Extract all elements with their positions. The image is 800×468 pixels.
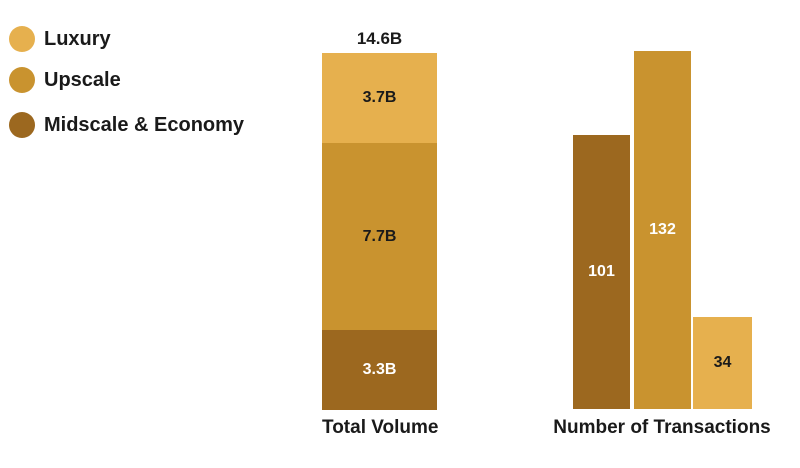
stacked-bar-total-label: 14.6B bbox=[356, 29, 403, 48]
segment-midscale-economy-value-label: 3.3B bbox=[362, 361, 397, 378]
total-volume-axis-label: Total Volume bbox=[322, 417, 439, 438]
legend-label-luxury: Luxury bbox=[44, 27, 111, 50]
luxury-swatch-icon bbox=[9, 26, 35, 52]
transactions-chart-plot: 101 132 34 bbox=[573, 51, 753, 409]
bar-upscale-value-label: 132 bbox=[649, 221, 676, 238]
bar-midscale-economy-value-label: 101 bbox=[588, 263, 615, 280]
legend-label-midscale-economy: Midscale & Economy bbox=[44, 113, 245, 136]
legend-item-luxury: Luxury bbox=[9, 26, 244, 52]
bar-luxury: 34 bbox=[693, 317, 752, 409]
upscale-swatch-icon bbox=[9, 67, 35, 93]
total-volume-stacked-bar: 3.7B 7.7B 3.3B bbox=[322, 53, 437, 410]
bar-midscale-economy: 101 bbox=[573, 135, 630, 409]
segment-upscale: 7.7B bbox=[322, 143, 437, 330]
legend: Luxury Upscale Midscale & Economy bbox=[9, 26, 244, 153]
transactions-axis-label: Number of Transactions bbox=[553, 417, 771, 438]
bar-luxury-value-label: 34 bbox=[713, 354, 732, 371]
segment-luxury: 3.7B bbox=[322, 53, 437, 143]
bar-upscale: 132 bbox=[634, 51, 691, 409]
segment-midscale-economy: 3.3B bbox=[322, 330, 437, 410]
legend-item-upscale: Upscale bbox=[9, 67, 244, 93]
legend-item-midscale-economy: Midscale & Economy bbox=[9, 112, 244, 138]
legend-label-upscale: Upscale bbox=[44, 68, 121, 91]
segment-upscale-value-label: 7.7B bbox=[362, 227, 397, 245]
midscale-economy-swatch-icon bbox=[9, 112, 35, 138]
segment-luxury-value-label: 3.7B bbox=[362, 89, 397, 106]
